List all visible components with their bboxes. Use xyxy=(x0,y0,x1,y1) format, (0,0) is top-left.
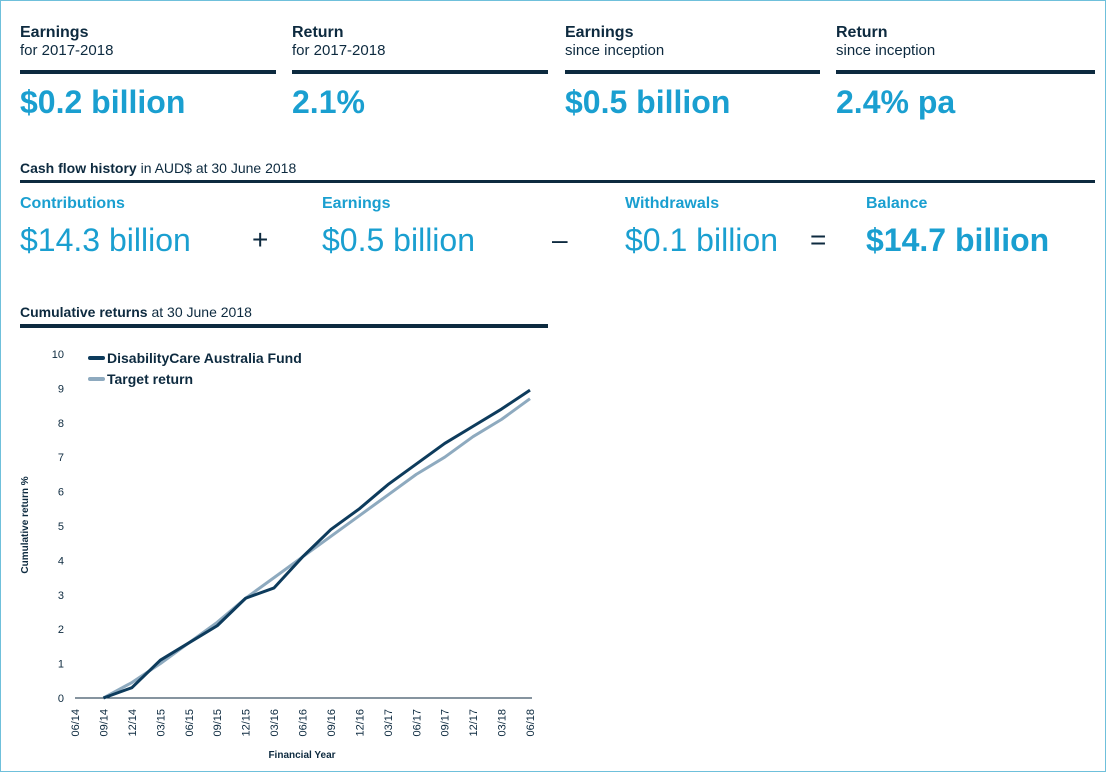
x-tick-label: 06/16 xyxy=(298,709,310,737)
x-tick-label: 06/15 xyxy=(184,709,196,737)
stat-value: $0.2 billion xyxy=(20,84,186,120)
stat-sublabel: for 2017-2018 xyxy=(292,42,386,59)
stat-label: Return xyxy=(292,24,344,41)
operator: – xyxy=(552,224,568,255)
cash-label: Balance xyxy=(866,195,928,212)
cash-value: $14.3 billion xyxy=(20,222,191,258)
y-axis-label: Cumulative return % xyxy=(20,476,31,573)
y-tick-label: 5 xyxy=(58,521,64,533)
chart-title: Cumulative returns xyxy=(20,304,148,320)
stat-label: Earnings xyxy=(20,24,89,41)
x-tick-label: 06/18 xyxy=(525,709,537,737)
chart-subtitle: at 30 June 2018 xyxy=(151,304,252,320)
legend-label: DisabilityCare Australia Fund xyxy=(107,350,302,366)
rule xyxy=(292,70,548,74)
cash-value: $0.1 billion xyxy=(625,222,778,258)
cash-flow-header: Cash flow history in AUD$ at 30 June 201… xyxy=(20,160,296,176)
x-tick-label: 09/15 xyxy=(212,709,224,737)
x-tick-label: 09/17 xyxy=(440,709,452,737)
stat-sublabel: for 2017-2018 xyxy=(20,42,114,59)
x-tick-label: 12/15 xyxy=(241,709,253,737)
chart: Cumulative return % Financial Year 0 1 2 3 4… xyxy=(20,349,537,761)
stat-value: $0.5 billion xyxy=(565,84,731,120)
rule xyxy=(20,180,1095,183)
cash-value: $0.5 billion xyxy=(322,222,475,258)
y-tick-label: 9 xyxy=(58,383,64,395)
x-tick-label: 03/15 xyxy=(155,709,167,737)
stat-label: Return xyxy=(836,24,888,41)
stat-label: Earnings xyxy=(565,24,634,41)
x-tick-label: 12/16 xyxy=(354,709,366,737)
x-tick-label: 09/14 xyxy=(98,709,110,737)
series-line xyxy=(102,397,531,700)
x-tick-label: 03/16 xyxy=(269,709,281,737)
x-tick-label: 09/16 xyxy=(326,709,338,737)
rule xyxy=(20,70,276,74)
stat-sublabel: since inception xyxy=(565,42,665,59)
y-tick-label: 0 xyxy=(58,693,64,705)
x-tick-label: 03/17 xyxy=(383,709,395,737)
y-tick-label: 1 xyxy=(58,659,64,671)
stat-sublabel: since inception xyxy=(836,42,936,59)
stat-value: 2.1% xyxy=(292,84,365,120)
cash-flow-title: Cash flow history xyxy=(20,160,137,176)
cash-value: $14.7 billion xyxy=(866,222,1050,258)
cash-label: Earnings xyxy=(322,195,391,212)
x-tick-label: 12/17 xyxy=(468,709,480,737)
y-tick-label: 7 xyxy=(58,452,64,464)
y-tick-label: 3 xyxy=(58,590,64,602)
cash-label: Withdrawals xyxy=(625,195,720,212)
x-tick-label: 03/18 xyxy=(497,709,509,737)
rule xyxy=(20,324,548,328)
x-tick-label: 12/14 xyxy=(127,709,139,737)
rule xyxy=(836,70,1095,74)
stat-value: 2.4% pa xyxy=(836,84,956,120)
rule xyxy=(565,70,820,74)
cash-label: Contributions xyxy=(20,195,125,212)
y-tick-label: 2 xyxy=(58,624,64,636)
x-tick-label: 06/14 xyxy=(70,709,82,737)
y-tick-label: 6 xyxy=(58,487,64,499)
x-axis-label: Financial Year xyxy=(268,750,335,761)
legend-label: Target return xyxy=(107,371,193,387)
y-tick-label: 10 xyxy=(52,349,64,361)
chart-header: Cumulative returns at 30 June 2018 xyxy=(20,304,252,320)
y-tick-label: 4 xyxy=(58,555,64,567)
y-tick-label: 8 xyxy=(58,418,64,430)
series-line xyxy=(102,388,531,700)
operator: + xyxy=(252,224,269,255)
cash-flow-subtitle: in AUD$ at 30 June 2018 xyxy=(140,160,297,176)
operator: = xyxy=(810,224,827,255)
x-tick-label: 06/17 xyxy=(411,709,423,737)
